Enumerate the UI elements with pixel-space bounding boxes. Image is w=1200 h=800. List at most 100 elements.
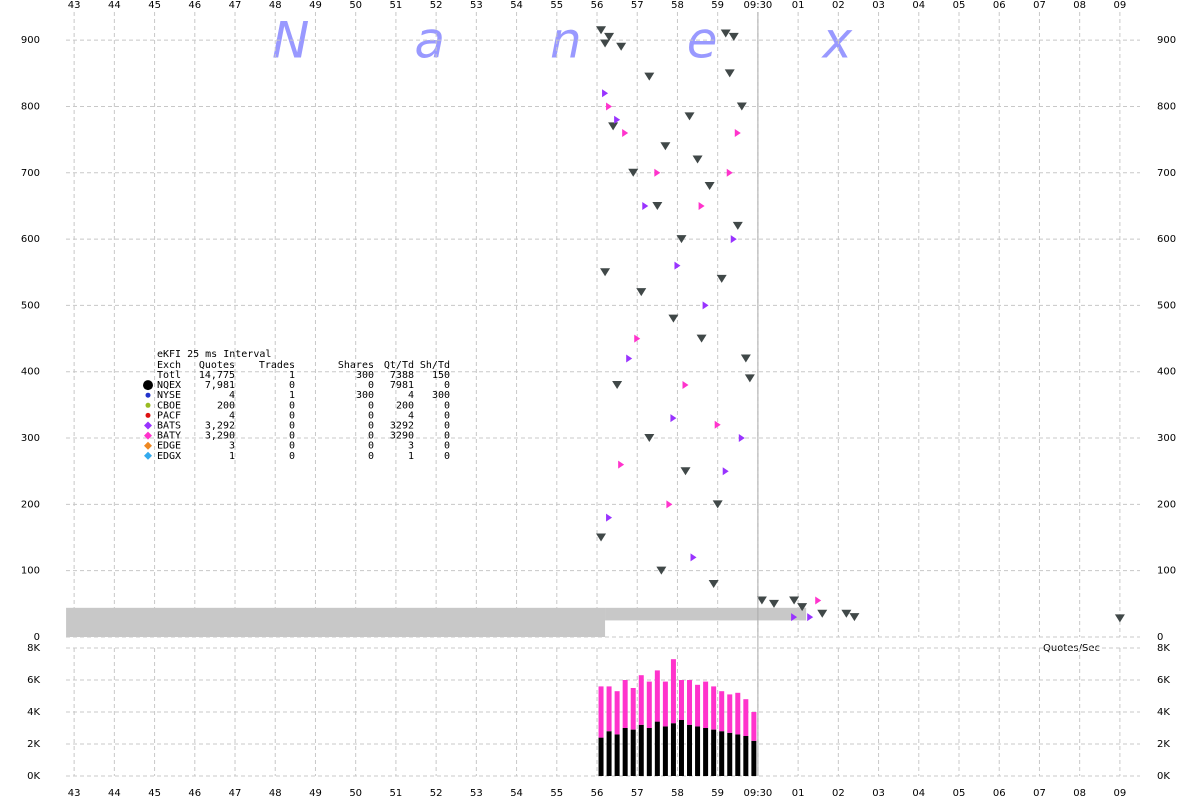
table-cell: 3 [229, 441, 235, 452]
point [704, 182, 715, 191]
point [815, 596, 822, 605]
point [736, 102, 747, 111]
table-cell: 0 [444, 441, 450, 452]
y-tick-label-right: 2K [1157, 739, 1170, 750]
x-tick-label: 44 [108, 788, 121, 799]
x-tick-label: 01 [792, 788, 805, 799]
bar-segment [751, 740, 757, 776]
point [728, 32, 739, 41]
panel-label: Quotes/Sec [1043, 643, 1100, 654]
bar-segment [719, 731, 725, 776]
y-tick-label-right: 0 [1157, 632, 1163, 643]
table-cell: 0 [289, 410, 295, 421]
x-tick-label: 52 [430, 788, 443, 799]
bar-segment [654, 721, 660, 776]
bar-segment [670, 723, 676, 776]
table-cell: 200 [396, 400, 414, 411]
point [722, 467, 729, 476]
bar-segment [598, 737, 604, 776]
point [608, 122, 619, 131]
x-tick-label: 06 [993, 0, 1006, 11]
bar-segment [751, 712, 757, 741]
x-tick-label: 47 [229, 788, 242, 799]
point [724, 69, 735, 78]
y-tick-label: 2K [27, 739, 40, 750]
table-cell: 0 [444, 451, 450, 462]
bar-segment [711, 686, 717, 730]
point [849, 613, 860, 622]
table-cell: 7981 [390, 380, 414, 391]
x-tick-label: 50 [349, 788, 362, 799]
point [738, 434, 745, 443]
table-cell: 0 [368, 421, 374, 432]
y-tick-label-right: 800 [1157, 101, 1176, 112]
bar-segment [727, 694, 733, 733]
point [596, 533, 607, 542]
table-cell: BATY [157, 431, 181, 442]
bar-segment [711, 729, 717, 776]
x-tick-label: 59 [711, 0, 724, 11]
bar-segment [646, 728, 652, 776]
x-tick-label: 58 [671, 0, 684, 11]
table-cell: 1 [289, 390, 295, 401]
x-tick-label: 47 [229, 0, 242, 11]
point [606, 513, 613, 522]
bar-segment [606, 731, 612, 776]
bar-segment [662, 681, 668, 727]
bar-segment [598, 686, 604, 738]
x-tick-label: 48 [269, 788, 282, 799]
bar-segment [646, 681, 652, 728]
point [690, 553, 697, 562]
table-header: Qt/Td [384, 360, 414, 371]
table-cell: 0 [444, 421, 450, 432]
y-tick-label: 600 [21, 234, 40, 245]
point [628, 168, 639, 177]
table-cell: 0 [289, 421, 295, 432]
point [602, 89, 609, 98]
y-tick-label-right: 900 [1157, 35, 1176, 46]
point [730, 235, 737, 244]
bar-segment [630, 688, 636, 730]
table-cell: NYSE [157, 390, 181, 401]
table-cell: 3,292 [205, 421, 235, 432]
y-tick-label-right: 6K [1157, 675, 1170, 686]
table-header: Quotes [199, 360, 235, 371]
y-tick-label-right: 0K [1157, 771, 1170, 782]
table-cell: 4 [229, 410, 235, 421]
point [626, 354, 633, 363]
point [744, 374, 755, 383]
table-cell: 0 [368, 441, 374, 452]
bar-segment [735, 692, 741, 735]
table-cell: 0 [289, 441, 295, 452]
bar-segment [687, 680, 693, 725]
legend-marker [144, 451, 152, 460]
x-tick-label: 01 [792, 0, 805, 11]
point [612, 381, 623, 389]
bar-segment [695, 726, 701, 776]
point [740, 354, 751, 363]
table-header: Sh/Td [420, 360, 450, 371]
point [726, 168, 733, 177]
point [789, 596, 800, 605]
point [654, 168, 661, 177]
point [756, 596, 767, 605]
table-cell: 0 [289, 431, 295, 442]
bar-segment [614, 734, 620, 776]
table-cell: 7,981 [205, 380, 235, 391]
y-tick-label: 0K [27, 771, 40, 782]
table-cell: 0 [368, 431, 374, 442]
point [708, 579, 719, 588]
bar-segment [735, 734, 741, 776]
x-tick-label: 54 [510, 0, 523, 11]
legend-marker [144, 421, 152, 430]
point [791, 613, 798, 622]
table-cell: PACF [157, 410, 181, 421]
y-tick-label-right: 300 [1157, 433, 1176, 444]
x-tick-label: 09 [1114, 788, 1127, 799]
bar-segment [703, 681, 709, 728]
table-cell: 3,290 [205, 431, 235, 442]
point [666, 500, 673, 509]
table-cell: 0 [444, 431, 450, 442]
y-tick-label: 800 [21, 101, 40, 112]
x-tick-label: 51 [390, 0, 403, 11]
